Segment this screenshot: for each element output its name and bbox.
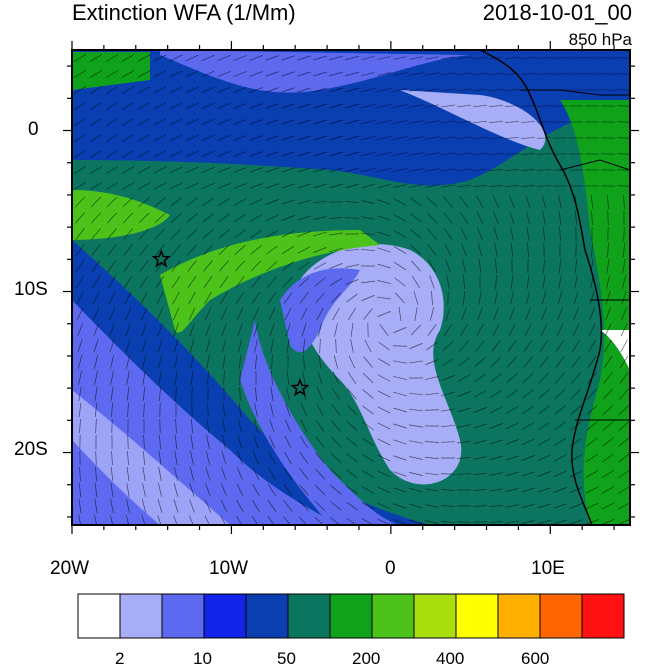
lat-label-0: 0 <box>28 119 39 141</box>
colorbar-swatch <box>162 594 204 638</box>
colorbar-swatch <box>540 594 582 638</box>
colorbar-swatch <box>414 594 456 638</box>
lat-label-20s: 20S <box>14 439 48 461</box>
lon-label-10e: 10E <box>531 558 565 580</box>
colorbar-swatch <box>204 594 246 638</box>
colorbar-swatch <box>456 594 498 638</box>
colorbar-swatch <box>120 594 162 638</box>
lat-label-10s: 10S <box>14 279 48 301</box>
colorbar-swatch <box>246 594 288 638</box>
colorbar <box>78 594 624 638</box>
colorbar-swatch <box>78 594 120 638</box>
lon-label-10w: 10W <box>209 558 248 580</box>
lon-label-20w: 20W <box>50 558 89 580</box>
colorbar-swatch <box>498 594 540 638</box>
aerosol-field <box>72 50 630 525</box>
colorbar-swatch <box>372 594 414 638</box>
colorbar-swatch <box>330 594 372 638</box>
lon-label-0: 0 <box>385 558 396 580</box>
colorbar-swatch <box>288 594 330 638</box>
wind-barb <box>112 419 113 433</box>
colorbar-swatch <box>582 594 624 638</box>
